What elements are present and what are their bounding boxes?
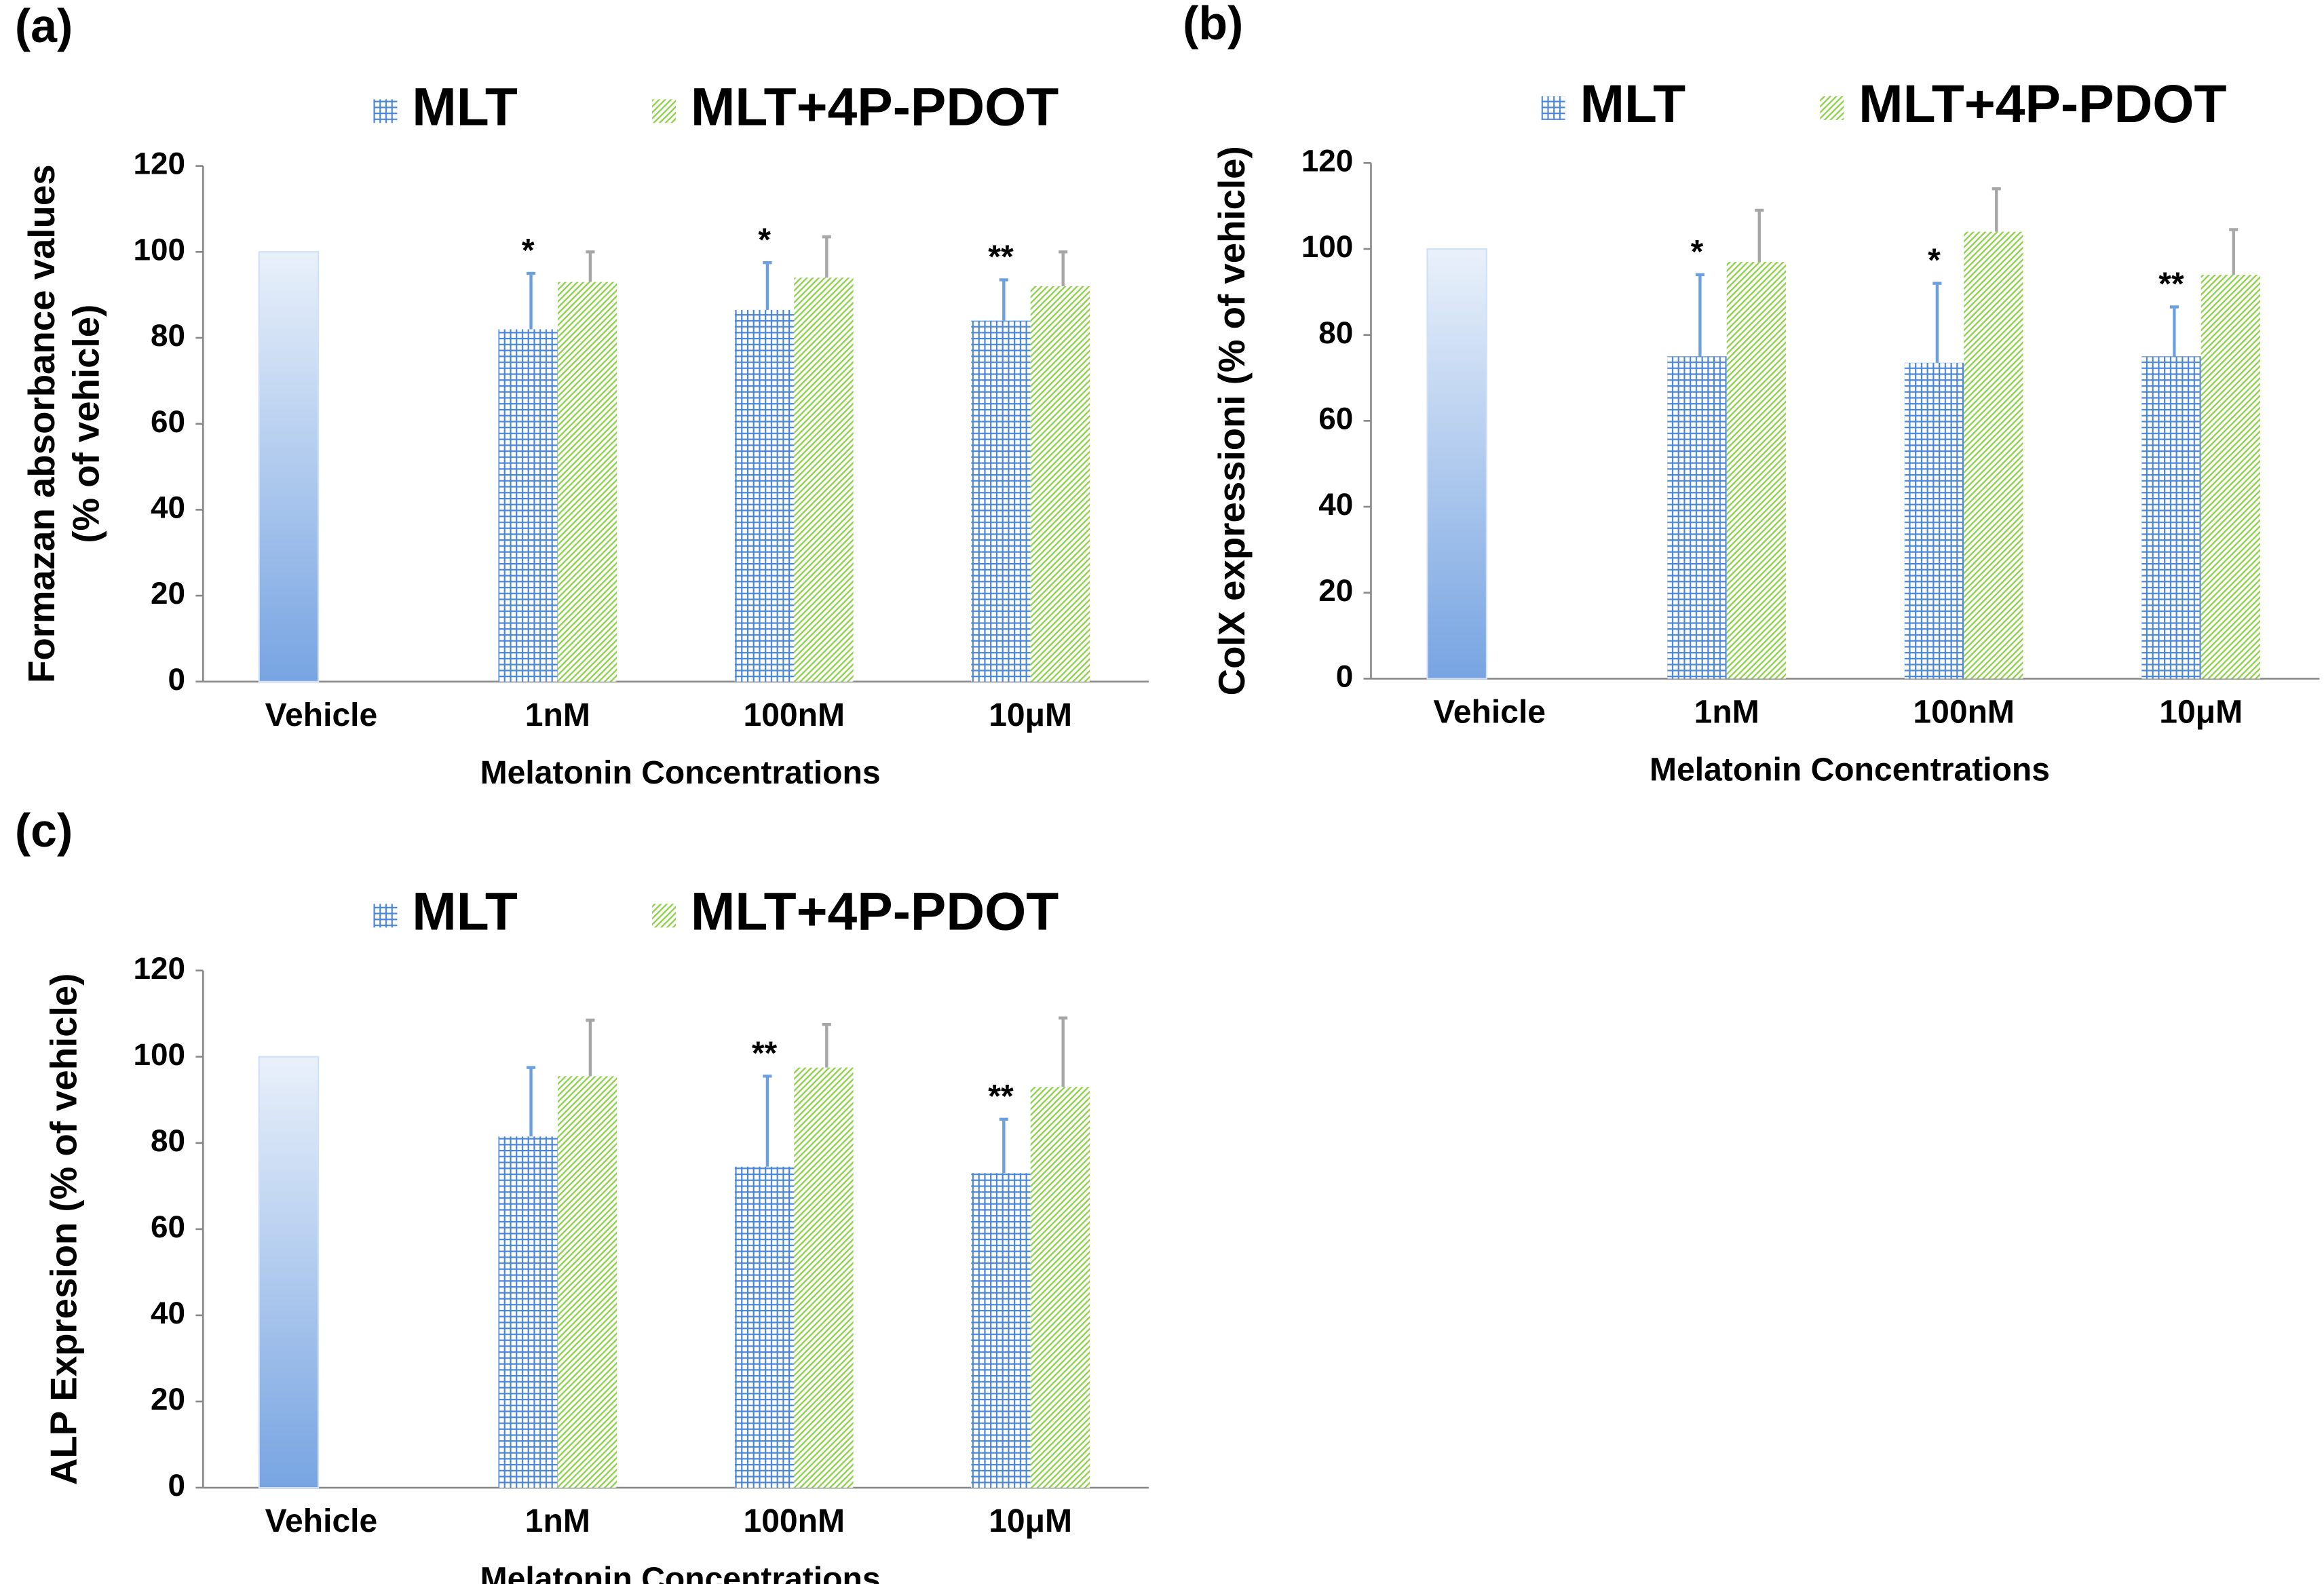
bar (1726, 261, 1787, 679)
legend-swatch (652, 904, 677, 928)
y-tick-label: 60 (151, 404, 185, 439)
legend-label: MLT+4P-PDOT (691, 77, 1059, 137)
legend-label: MLT+4P-PDOT (1859, 74, 2226, 134)
x-tick-label: 1nM (1694, 695, 1759, 731)
x-axis-title: Melatonin Concentrations (480, 755, 881, 791)
y-tick-label: 80 (151, 1123, 185, 1158)
y-tick-label: 60 (151, 1209, 185, 1244)
bar (498, 1136, 558, 1488)
y-tick-label: 80 (1318, 315, 1353, 350)
legend-swatch (1820, 96, 1844, 120)
y-tick-label: 20 (1318, 573, 1353, 608)
legend-swatch (652, 99, 677, 123)
panel-label: (c) (15, 804, 73, 857)
x-tick-label: Vehicle (265, 1503, 378, 1539)
x-tick-label: 10μM (989, 1503, 1072, 1539)
panel-label: (a) (15, 0, 73, 52)
bar (1030, 286, 1090, 682)
bar (1667, 356, 1727, 679)
x-tick-label: Vehicle (265, 697, 378, 733)
x-tick-label: 100nM (743, 697, 845, 733)
legend-label: MLT (1580, 74, 1685, 134)
bar (2201, 274, 2261, 679)
bar (734, 1166, 795, 1488)
y-tick-label: 100 (134, 231, 186, 267)
x-axis-title: Melatonin Concentrations (1650, 752, 2050, 788)
y-tick-label: 20 (151, 1381, 185, 1416)
bar (1964, 231, 2023, 679)
bar (794, 1067, 854, 1488)
y-tick-label: 40 (151, 490, 185, 525)
significance-label: * (758, 222, 771, 258)
y-tick-label: 120 (134, 950, 186, 986)
significance-label: ** (988, 1079, 1014, 1115)
bar (1030, 1087, 1090, 1488)
bar (557, 282, 617, 682)
bar (258, 1056, 320, 1489)
y-axis-title: Formazan absorbance values (21, 164, 62, 683)
bar (2141, 356, 2201, 679)
significance-label: * (522, 233, 535, 269)
y-tick-label: 0 (168, 1467, 186, 1503)
y-axis-title: (% of vehicle) (65, 305, 107, 543)
bar (794, 277, 854, 682)
bar (258, 251, 320, 682)
x-tick-label: 1nM (525, 697, 590, 733)
legend-label: MLT (412, 882, 518, 942)
bar (557, 1076, 617, 1488)
significance-label: ** (2158, 267, 2184, 303)
bar (971, 1173, 1031, 1488)
y-tick-label: 120 (134, 146, 186, 181)
x-tick-label: 10μM (989, 697, 1072, 733)
significance-label: ** (988, 239, 1014, 275)
y-tick-label: 40 (1318, 486, 1353, 522)
y-axis-title: ColX expressioni (% of vehicle) (1211, 146, 1253, 695)
y-axis-title: ALP Expresion (% of vehicle) (43, 973, 85, 1485)
y-tick-label: 100 (1301, 229, 1354, 264)
bar (1904, 362, 1964, 679)
bar (1426, 248, 1487, 680)
significance-label: * (1691, 234, 1704, 270)
x-tick-label: 10μM (2159, 695, 2243, 731)
y-tick-label: 60 (1318, 400, 1353, 436)
bar (971, 320, 1031, 682)
legend-swatch (1541, 96, 1565, 120)
x-tick-label: 100nM (743, 1503, 845, 1539)
y-tick-label: 100 (134, 1037, 186, 1072)
x-axis-title: Melatonin Concentrations (480, 1561, 881, 1584)
bar (498, 329, 558, 682)
x-tick-label: 100nM (1913, 695, 2015, 731)
x-tick-label: Vehicle (1433, 695, 1546, 731)
significance-label: * (1928, 243, 1941, 279)
significance-label: ** (752, 1035, 778, 1071)
bar (734, 309, 795, 682)
y-tick-label: 40 (151, 1295, 185, 1330)
legend-label: MLT+4P-PDOT (691, 882, 1059, 942)
legend-label: MLT (412, 77, 518, 137)
y-tick-label: 120 (1301, 142, 1354, 178)
y-tick-label: 0 (1336, 659, 1354, 694)
panel-label: (b) (1183, 0, 1243, 50)
legend-swatch (373, 99, 398, 123)
y-tick-label: 80 (151, 317, 185, 353)
x-tick-label: 1nM (525, 1503, 590, 1539)
y-tick-label: 0 (168, 661, 186, 697)
legend-swatch (373, 904, 398, 928)
y-tick-label: 20 (151, 575, 185, 611)
